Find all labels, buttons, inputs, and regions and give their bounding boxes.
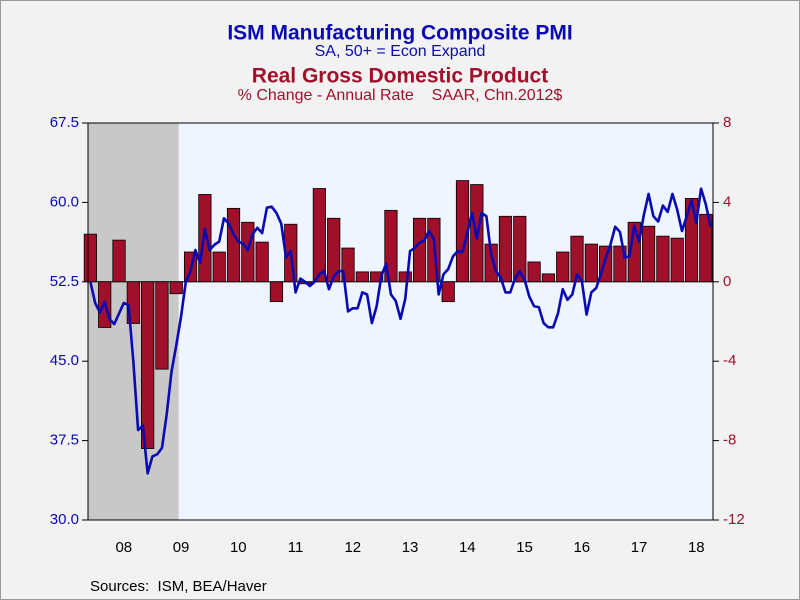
x-tick-label: 14 [459, 539, 476, 556]
bar [341, 247, 355, 283]
bar [570, 235, 584, 283]
y2-tick-label: 8 [723, 114, 731, 131]
y2-tick-label: -4 [723, 352, 736, 369]
bar [112, 239, 126, 283]
subtitle-2: % Change - Annual Rate SAAR, Chn.2012$ [238, 87, 563, 104]
bar [584, 243, 598, 283]
x-tick-label: 12 [344, 539, 361, 556]
x-tick-label: 09 [173, 539, 190, 556]
bar [269, 281, 284, 303]
bar [556, 251, 570, 283]
bar [412, 217, 427, 283]
line [89, 187, 712, 475]
bar [641, 225, 656, 283]
bar [212, 251, 226, 283]
y-tick-label: 30.0 [50, 511, 79, 528]
bar [255, 241, 269, 283]
bar [226, 207, 241, 283]
y-tick-label: 45.0 [50, 352, 79, 369]
plot-frame [87, 122, 714, 521]
x-tick-label: 08 [115, 539, 132, 556]
bar [670, 237, 684, 283]
bar [241, 221, 255, 283]
x-tick-label: 11 [288, 539, 304, 556]
bar [83, 233, 97, 283]
title-2: Real Gross Domestic Product [252, 65, 548, 88]
y-tick-label: 60.0 [50, 193, 79, 210]
title: ISM Manufacturing Composite PMI [227, 22, 572, 45]
bar [498, 215, 513, 283]
bar [699, 213, 713, 283]
bar [327, 217, 341, 283]
x-tick-label: 17 [631, 539, 648, 556]
bar [398, 271, 412, 283]
x-tick-label: 13 [402, 539, 419, 556]
source: Sources: ISM, BEA/Haver [90, 578, 267, 595]
y-tick-label: 37.5 [50, 432, 79, 449]
bar [384, 209, 398, 283]
plot-area [88, 123, 713, 520]
y-tick-label: 52.5 [50, 273, 79, 290]
bar [141, 281, 155, 449]
y-tick-label: 67.5 [50, 114, 79, 131]
x-tick-label: 10 [230, 539, 247, 556]
x-tick-label: 15 [516, 539, 533, 556]
x-tick-label: 16 [573, 539, 590, 556]
bar [527, 261, 541, 283]
bar [155, 281, 169, 370]
bar [656, 235, 670, 283]
y2-tick-label: -12 [723, 511, 745, 528]
x-tick-label: 18 [688, 539, 705, 556]
y2-tick-label: 4 [723, 193, 731, 210]
bar [370, 271, 384, 283]
bar [169, 281, 183, 295]
bar [541, 273, 556, 283]
bar [312, 188, 326, 283]
bar [441, 281, 455, 303]
subtitle: SA, 50+ = Econ Expand [315, 43, 486, 60]
bar [513, 215, 527, 283]
bar [355, 271, 369, 283]
y2-tick-label: -8 [723, 432, 736, 449]
y2-tick-label: 0 [723, 273, 731, 290]
